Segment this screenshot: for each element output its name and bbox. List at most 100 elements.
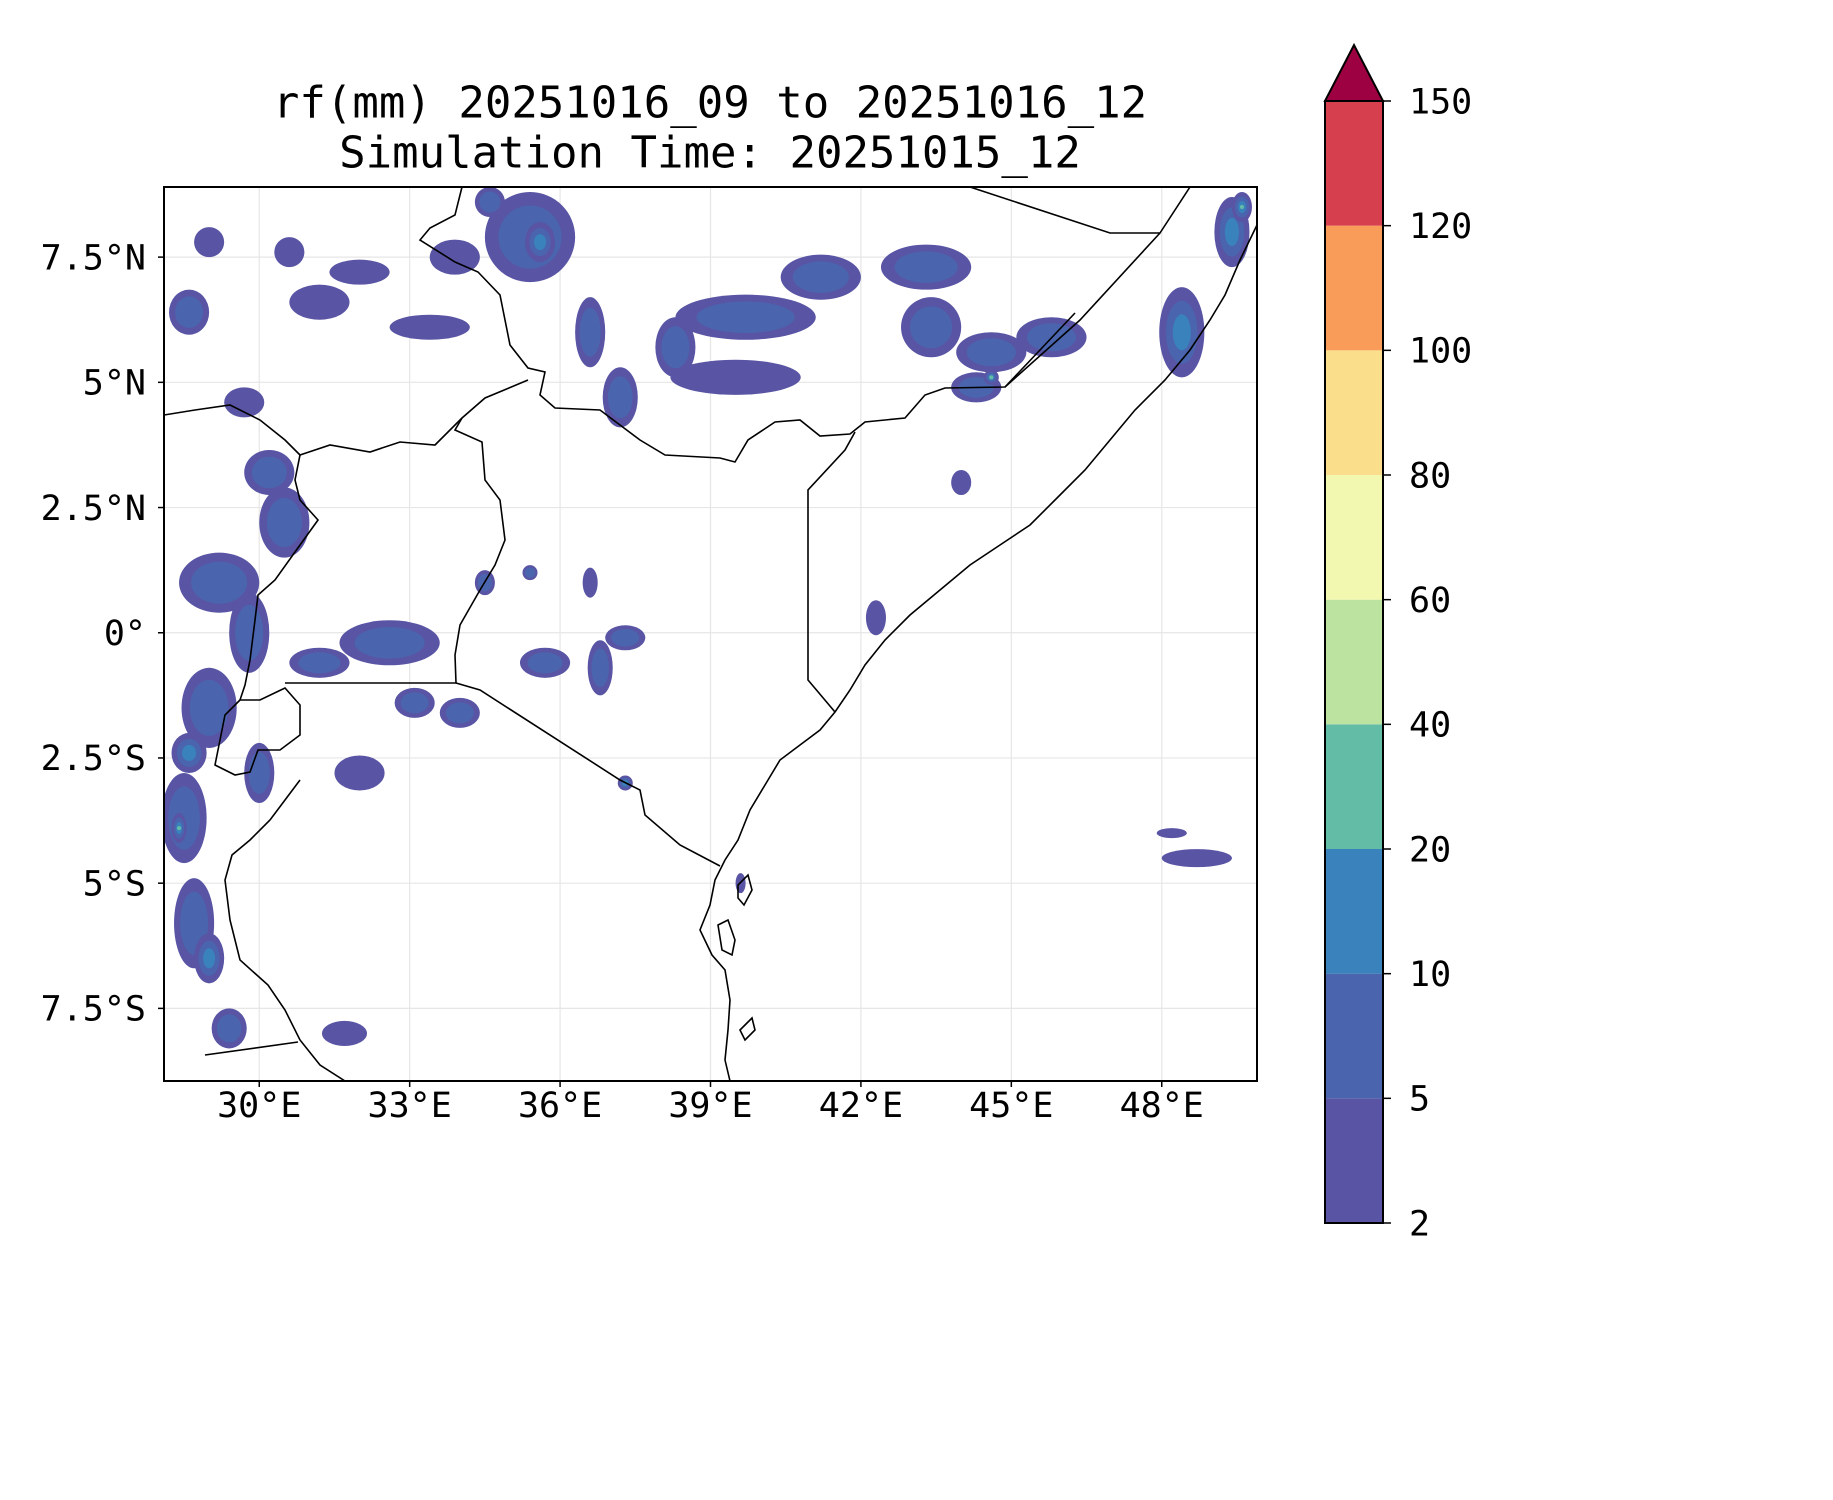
colorbar-segment (1325, 724, 1383, 849)
lat-tick-label: 2.5°N (41, 489, 146, 529)
colorbar-frame (1324, 100, 1384, 1224)
colorbar-segment (1325, 849, 1383, 974)
rain-contour-level-3 (1239, 205, 1244, 210)
rain-cell (244, 449, 295, 496)
rain-contour-level-0 (865, 600, 886, 636)
rain-cell (675, 294, 816, 340)
rain-contour-level-1 (235, 604, 264, 661)
kenya-tanzania-boundary (455, 682, 721, 867)
rain-contour-level-0 (1156, 828, 1187, 839)
rain-contour-level-0 (334, 755, 385, 791)
rain-cell (194, 933, 225, 984)
rain-cell (389, 314, 470, 340)
rain-cell (519, 647, 571, 678)
rainfall-field (164, 187, 1252, 1049)
rain-cell (1159, 287, 1205, 378)
rain-cell (880, 244, 972, 290)
rain-cell (655, 317, 696, 378)
rain-contour-level-1 (248, 751, 270, 795)
drc-uganda-boundary (239, 454, 320, 701)
rain-cell (587, 640, 613, 696)
rain-contour-level-1 (792, 261, 849, 293)
rain-contour-level-0 (429, 239, 480, 275)
title-line-2: Simulation Time: 20251015_12 (339, 127, 1081, 178)
rain-cell (321, 1020, 368, 1046)
colorbar-tick-label: 5 (1409, 1080, 1430, 1120)
rwanda-burundi-boundary (214, 687, 301, 776)
colorbar-tick-label: 120 (1409, 207, 1472, 247)
rain-cell (171, 813, 187, 844)
colorbar-tick-label: 40 (1409, 706, 1451, 746)
lat-tick-label: 7.5°S (41, 990, 146, 1030)
lon-tick-label: 30°E (217, 1086, 301, 1126)
rain-contour-level-1 (579, 307, 601, 357)
rain-cell (274, 237, 305, 268)
lon-tick-label: 36°E (518, 1086, 602, 1126)
longitude-axis: 30°E 33°E 36°E 39°E 42°E 45°E 48°E (217, 1081, 1204, 1126)
rain-contour-level-0 (951, 469, 972, 496)
colorbar-segment (1325, 599, 1383, 725)
colorbar-segment (1325, 225, 1383, 351)
rain-cell (329, 259, 390, 285)
colorbar-tick-label: 100 (1409, 332, 1472, 372)
rain-contour-level-1 (445, 702, 474, 724)
rain-cell (524, 222, 556, 263)
lon-tick-label: 45°E (969, 1086, 1053, 1126)
rain-cell (956, 332, 1027, 373)
colorbar-tick-label: 2 (1409, 1204, 1430, 1244)
rain-contour-level-1 (661, 326, 690, 369)
lat-tick-label: 7.5°N (41, 238, 146, 278)
pemba-island (737, 873, 753, 907)
rain-cell (602, 367, 638, 428)
rain-contour-level-0 (289, 284, 350, 320)
rain-contour-level-2 (534, 234, 547, 251)
rain-cell (983, 369, 999, 385)
lat-tick-label: 5°N (83, 364, 146, 404)
rain-cell (339, 620, 440, 666)
colorbar: 2 5 10 20 40 60 80 100 120 150 (1323, 42, 1472, 1244)
latitude-axis: 7.5°N 5°N 2.5°N 0° 2.5°S 5°S 7.5°S (41, 238, 164, 1030)
rain-cell (670, 359, 801, 395)
kenya-uganda-boundary (453, 417, 506, 684)
rain-contour-level-0 (389, 314, 470, 340)
rain-contour-level-2 (1172, 314, 1191, 351)
rain-contour-level-1 (611, 628, 640, 647)
rain-contour-level-1 (175, 296, 204, 328)
somalia-ethiopia-boundary (1004, 232, 1161, 388)
rain-cell (211, 1008, 247, 1049)
car-sudan-boundary (164, 404, 301, 456)
rain-contour-level-2 (1224, 218, 1239, 247)
country-boundaries (164, 187, 1191, 1081)
colorbar-tick-label: 80 (1409, 456, 1451, 496)
rain-cell (169, 289, 210, 335)
rain-cell (439, 697, 480, 728)
rain-cell (1156, 828, 1187, 839)
lon-tick-label: 39°E (668, 1086, 752, 1126)
rain-contour-level-1 (354, 626, 425, 659)
rain-contour-level-0 (321, 1020, 368, 1046)
rain-contour-level-1 (591, 648, 609, 688)
rain-cell (229, 592, 270, 673)
rain-contour-level-1 (189, 679, 229, 736)
rain-contour-level-0 (329, 259, 390, 285)
rain-cell (429, 239, 480, 275)
lat-tick-label: 2.5°S (41, 739, 146, 779)
gridlines (164, 187, 1257, 1081)
colorbar-extend-arrow (1323, 42, 1385, 102)
colorbar-tick-label: 60 (1409, 581, 1451, 621)
rain-cell (259, 487, 310, 558)
rain-contour-level-1 (527, 652, 563, 674)
rain-contour-level-1 (266, 498, 302, 548)
colorbar-segment (1325, 475, 1383, 600)
rain-contour-level-1 (216, 1014, 242, 1043)
rain-cell (865, 600, 886, 636)
rain-cell (901, 297, 962, 358)
rain-cell (194, 227, 225, 258)
rain-contour-level-1 (696, 301, 795, 333)
rain-cell (1231, 192, 1252, 223)
rain-contour-level-1 (400, 692, 429, 714)
colorbar-segment (1325, 101, 1383, 226)
rain-contour-level-0 (582, 567, 598, 598)
rain-cell (334, 755, 385, 791)
